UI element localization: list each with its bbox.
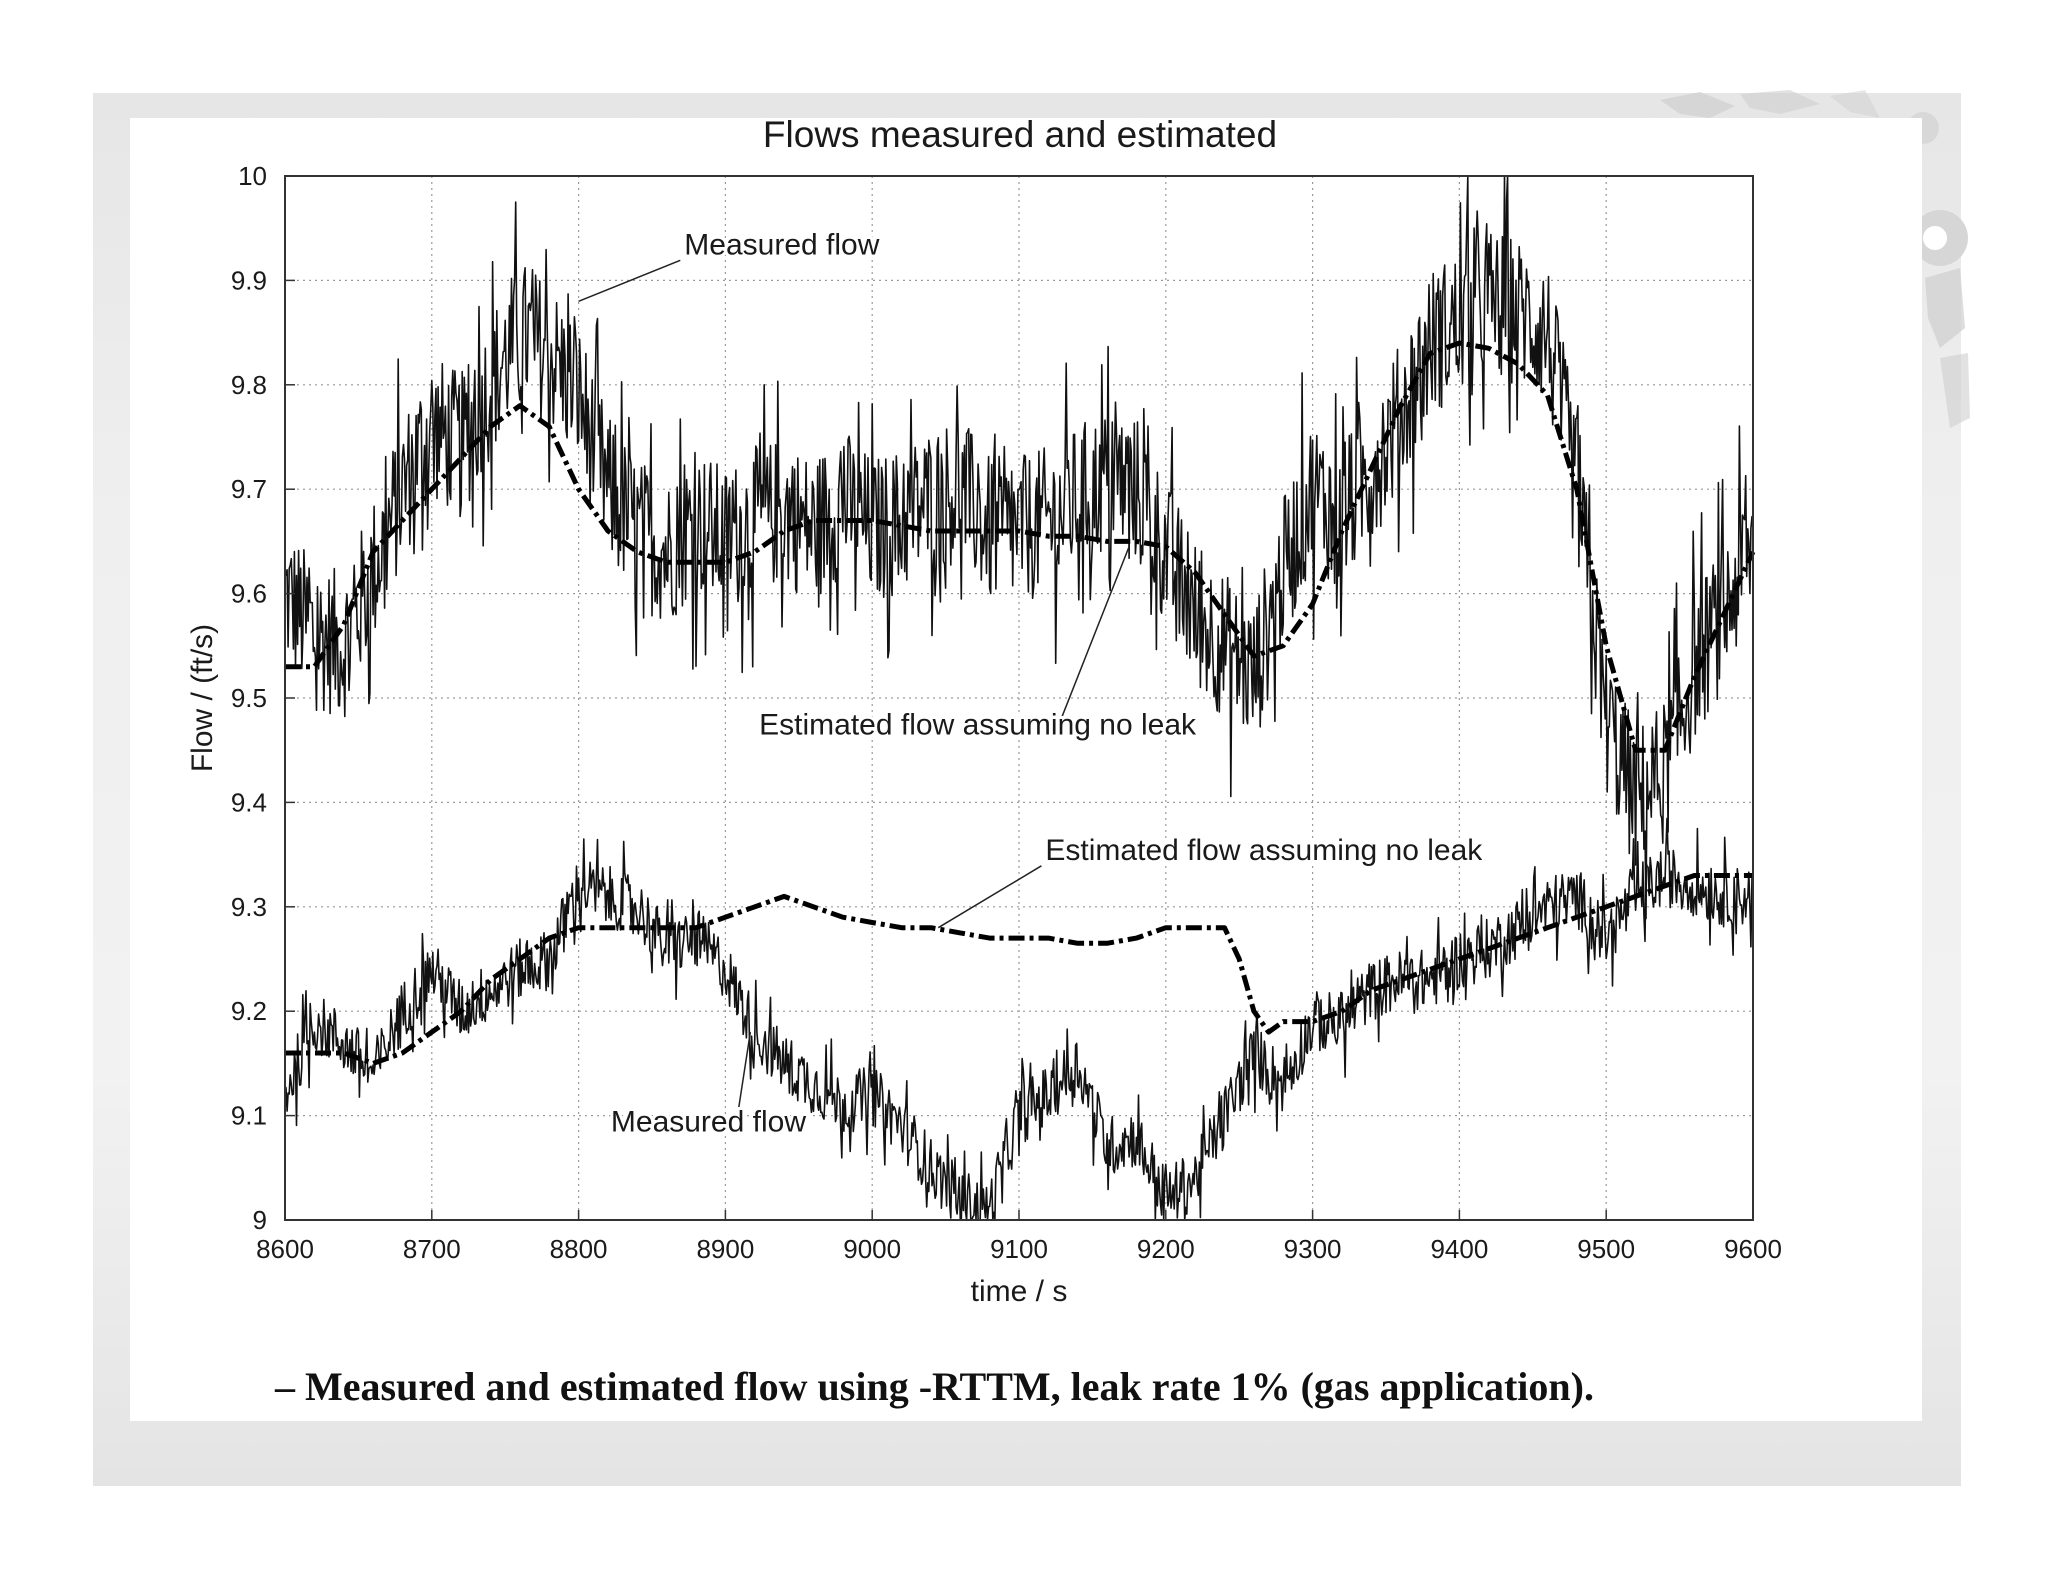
annotation-leader — [736, 1031, 752, 1118]
x-tick-label: 9500 — [1577, 1234, 1635, 1264]
x-tick-label: 9600 — [1724, 1234, 1782, 1264]
y-tick-label: 9 — [253, 1205, 267, 1235]
y-tick-label: 9.3 — [231, 892, 267, 922]
x-tick-label: 9200 — [1137, 1234, 1195, 1264]
x-tick-label: 9400 — [1430, 1234, 1488, 1264]
chart-title: Flows measured and estimated — [763, 118, 1277, 155]
y-axis-label: Flow / (ft/s) — [186, 624, 219, 772]
series-group — [284, 175, 1756, 1221]
annotation-label: Estimated flow assuming no leak — [1045, 834, 1483, 867]
series-line-estimated-flow — [285, 340, 1756, 753]
series-line-measured-flow — [284, 817, 1754, 1221]
axes: 8600 8700 8800 8900 9000 9100 9200 9300 9400 9500… — [231, 161, 1782, 1264]
x-axis-label: time / s — [971, 1275, 1068, 1308]
x-tick-label: 9300 — [1284, 1234, 1342, 1264]
annotation-leader — [578, 259, 681, 302]
y-tick-label: 9.8 — [231, 370, 267, 400]
y-tick-label: 9.1 — [231, 1101, 267, 1131]
y-tick-label: 10 — [238, 161, 267, 191]
x-tick-label: 9100 — [990, 1234, 1048, 1264]
y-tick-label: 9.6 — [231, 579, 267, 609]
series-line-measured-flow — [284, 175, 1754, 920]
annotations: Measured flow Estimated flow assuming no … — [578, 225, 1486, 1141]
y-tick-label: 9.5 — [231, 683, 267, 713]
annotation-leader — [937, 865, 1042, 929]
x-tick-label: 8800 — [550, 1234, 608, 1264]
annotation-label: Measured flow — [611, 1105, 806, 1138]
decorative-graphic — [1660, 90, 1970, 428]
x-tick-label: 9000 — [843, 1234, 901, 1264]
y-tick-label: 9.2 — [231, 996, 267, 1026]
figure-caption: – Measured and estimated flow using -RTT… — [275, 1364, 1594, 1409]
annotation-label: Estimated flow assuming no leak — [759, 709, 1197, 742]
figure-panel: Flows measured and estimated Measured fl… — [130, 118, 1922, 1421]
annotation-leader — [1059, 546, 1130, 721]
annotation-label: Measured flow — [684, 228, 879, 261]
x-tick-label: 8600 — [256, 1234, 314, 1264]
y-tick-label: 9.9 — [231, 265, 267, 295]
y-tick-label: 9.4 — [231, 787, 267, 817]
x-tick-label: 8900 — [696, 1234, 754, 1264]
x-tick-label: 8700 — [403, 1234, 461, 1264]
y-tick-label: 9.7 — [231, 474, 267, 504]
series-line-estimated-flow — [285, 873, 1753, 1066]
chart: Flows measured and estimated Measured fl… — [186, 118, 1782, 1308]
